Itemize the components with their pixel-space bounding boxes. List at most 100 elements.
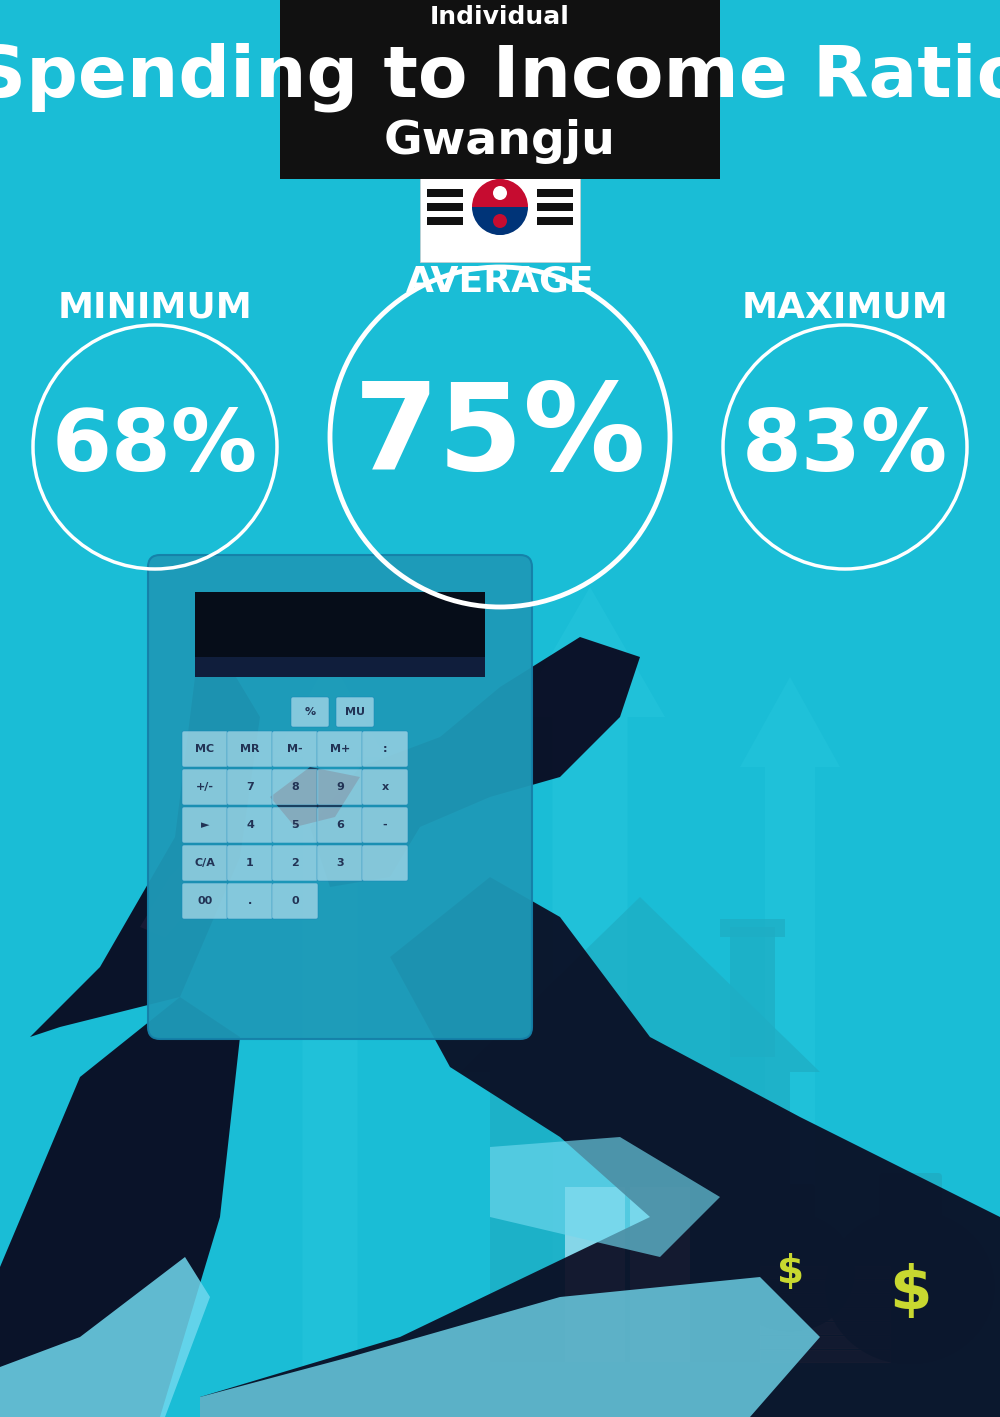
Text: :: : xyxy=(383,744,387,754)
Circle shape xyxy=(486,207,514,235)
Text: 2: 2 xyxy=(291,859,299,869)
FancyBboxPatch shape xyxy=(537,217,573,225)
FancyBboxPatch shape xyxy=(182,808,228,843)
FancyBboxPatch shape xyxy=(420,152,580,262)
Text: Gwangju: Gwangju xyxy=(384,119,616,164)
FancyBboxPatch shape xyxy=(730,927,775,1057)
FancyBboxPatch shape xyxy=(760,1336,890,1348)
Text: M+: M+ xyxy=(330,744,350,754)
FancyBboxPatch shape xyxy=(427,217,463,225)
Text: M-: M- xyxy=(287,744,303,754)
Text: 75%: 75% xyxy=(354,378,646,496)
FancyBboxPatch shape xyxy=(227,769,273,805)
FancyBboxPatch shape xyxy=(182,883,228,920)
FancyBboxPatch shape xyxy=(565,1187,625,1362)
Polygon shape xyxy=(460,897,820,1073)
Text: MAXIMUM: MAXIMUM xyxy=(742,290,948,324)
FancyBboxPatch shape xyxy=(272,883,318,920)
Text: 1: 1 xyxy=(246,859,254,869)
FancyBboxPatch shape xyxy=(336,697,374,727)
FancyBboxPatch shape xyxy=(148,555,532,1039)
Text: MR: MR xyxy=(240,744,260,754)
Polygon shape xyxy=(275,657,385,1367)
Polygon shape xyxy=(200,877,1000,1417)
Wedge shape xyxy=(472,179,528,207)
FancyBboxPatch shape xyxy=(227,845,273,881)
Text: 3: 3 xyxy=(336,859,344,869)
Polygon shape xyxy=(310,638,640,887)
Text: 7: 7 xyxy=(246,782,254,792)
FancyBboxPatch shape xyxy=(630,1187,690,1362)
Text: %: % xyxy=(304,707,316,717)
Polygon shape xyxy=(140,837,230,937)
Text: $: $ xyxy=(776,1253,804,1291)
Text: x: x xyxy=(381,782,389,792)
Text: 00: 00 xyxy=(197,896,213,905)
Text: AVERAGE: AVERAGE xyxy=(406,265,594,299)
FancyBboxPatch shape xyxy=(490,1073,790,1362)
Text: 6: 6 xyxy=(336,820,344,830)
Text: .: . xyxy=(248,896,252,905)
Polygon shape xyxy=(0,998,240,1417)
FancyBboxPatch shape xyxy=(195,592,485,677)
Text: +/-: +/- xyxy=(196,782,214,792)
Text: MC: MC xyxy=(195,744,215,754)
FancyBboxPatch shape xyxy=(427,188,463,197)
FancyBboxPatch shape xyxy=(362,731,408,767)
FancyBboxPatch shape xyxy=(760,1265,890,1278)
FancyBboxPatch shape xyxy=(427,203,463,211)
Text: ►: ► xyxy=(201,820,209,830)
Text: 68%: 68% xyxy=(52,405,258,489)
FancyBboxPatch shape xyxy=(182,845,228,881)
Text: Spending to Income Ratio: Spending to Income Ratio xyxy=(0,43,1000,112)
Circle shape xyxy=(486,179,514,207)
Text: 9: 9 xyxy=(336,782,344,792)
Text: 5: 5 xyxy=(291,820,299,830)
FancyBboxPatch shape xyxy=(765,1185,815,1226)
Text: 4: 4 xyxy=(246,820,254,830)
FancyBboxPatch shape xyxy=(537,188,573,197)
FancyBboxPatch shape xyxy=(760,1322,890,1333)
FancyBboxPatch shape xyxy=(760,1308,890,1321)
FancyBboxPatch shape xyxy=(317,845,363,881)
Polygon shape xyxy=(490,1136,720,1257)
Ellipse shape xyxy=(725,1212,855,1332)
FancyBboxPatch shape xyxy=(362,808,408,843)
FancyBboxPatch shape xyxy=(760,1294,890,1306)
Polygon shape xyxy=(30,667,260,1037)
FancyBboxPatch shape xyxy=(879,1173,942,1226)
Polygon shape xyxy=(0,1257,210,1417)
Text: 83%: 83% xyxy=(742,405,948,489)
FancyBboxPatch shape xyxy=(182,769,228,805)
FancyBboxPatch shape xyxy=(362,845,408,881)
FancyBboxPatch shape xyxy=(317,808,363,843)
FancyBboxPatch shape xyxy=(272,731,318,767)
Polygon shape xyxy=(515,587,665,1367)
FancyBboxPatch shape xyxy=(195,657,485,677)
Circle shape xyxy=(493,214,507,228)
FancyBboxPatch shape xyxy=(720,920,785,937)
Polygon shape xyxy=(200,1277,820,1417)
FancyBboxPatch shape xyxy=(227,731,273,767)
Text: 8: 8 xyxy=(291,782,299,792)
FancyBboxPatch shape xyxy=(272,845,318,881)
Text: $: $ xyxy=(889,1263,931,1322)
FancyBboxPatch shape xyxy=(317,731,363,767)
FancyBboxPatch shape xyxy=(317,769,363,805)
Text: Individual: Individual xyxy=(430,6,570,28)
FancyBboxPatch shape xyxy=(227,808,273,843)
Text: MU: MU xyxy=(345,707,365,717)
Text: MINIMUM: MINIMUM xyxy=(58,290,252,324)
FancyBboxPatch shape xyxy=(291,697,329,727)
FancyBboxPatch shape xyxy=(272,808,318,843)
FancyBboxPatch shape xyxy=(760,1350,890,1362)
Polygon shape xyxy=(270,767,360,828)
Circle shape xyxy=(470,177,530,237)
Wedge shape xyxy=(472,207,528,235)
FancyBboxPatch shape xyxy=(537,203,573,211)
Ellipse shape xyxy=(825,1210,995,1365)
Text: 0: 0 xyxy=(291,896,299,905)
FancyBboxPatch shape xyxy=(182,731,228,767)
FancyBboxPatch shape xyxy=(227,883,273,920)
FancyBboxPatch shape xyxy=(760,1280,890,1292)
